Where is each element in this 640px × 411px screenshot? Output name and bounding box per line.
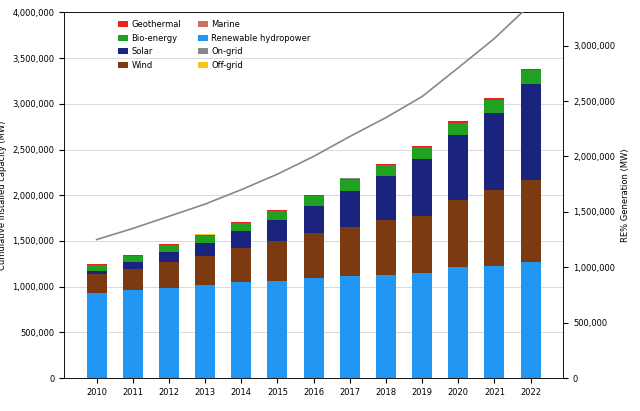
- Bar: [303, 278, 324, 378]
- Bar: [195, 243, 215, 256]
- Bar: [484, 100, 504, 113]
- Bar: [268, 210, 287, 211]
- Bar: [123, 268, 143, 290]
- Bar: [376, 176, 396, 220]
- Bar: [376, 275, 396, 378]
- Bar: [448, 121, 468, 123]
- Bar: [484, 98, 504, 100]
- Bar: [159, 262, 179, 288]
- Bar: [484, 190, 504, 266]
- Y-axis label: Cumulative installed capacity (MW): Cumulative installed capacity (MW): [0, 120, 6, 270]
- Bar: [159, 252, 179, 262]
- Bar: [303, 195, 324, 196]
- Bar: [520, 180, 541, 263]
- Bar: [231, 223, 252, 231]
- Bar: [231, 231, 252, 248]
- Bar: [412, 147, 432, 159]
- Bar: [231, 282, 252, 378]
- Bar: [231, 248, 252, 282]
- Bar: [123, 262, 143, 268]
- Bar: [412, 216, 432, 273]
- Bar: [448, 135, 468, 200]
- Bar: [268, 241, 287, 281]
- Bar: [303, 206, 324, 233]
- Bar: [340, 191, 360, 227]
- Bar: [159, 288, 179, 378]
- Bar: [412, 146, 432, 147]
- Bar: [412, 159, 432, 216]
- Bar: [123, 290, 143, 378]
- Bar: [448, 268, 468, 378]
- Bar: [303, 196, 324, 206]
- Bar: [520, 71, 541, 84]
- Bar: [448, 123, 468, 135]
- Bar: [448, 200, 468, 268]
- Bar: [123, 256, 143, 262]
- Legend: Geothermal, Bio-energy, Solar, Wind, Marine, Renewable hydropower, On-grid, Off-: Geothermal, Bio-energy, Solar, Wind, Mar…: [118, 20, 310, 70]
- Bar: [195, 256, 215, 285]
- Bar: [86, 265, 107, 271]
- Bar: [86, 275, 107, 293]
- Bar: [268, 281, 287, 378]
- Bar: [303, 233, 324, 278]
- Bar: [520, 84, 541, 180]
- Bar: [123, 255, 143, 256]
- Bar: [376, 220, 396, 275]
- Bar: [484, 266, 504, 378]
- Bar: [520, 69, 541, 71]
- Bar: [268, 211, 287, 220]
- Bar: [195, 235, 215, 236]
- Bar: [195, 236, 215, 243]
- Bar: [340, 179, 360, 180]
- Bar: [86, 271, 107, 275]
- Bar: [412, 273, 432, 378]
- Y-axis label: RE% Generation (MW): RE% Generation (MW): [621, 148, 630, 242]
- Bar: [340, 227, 360, 276]
- Bar: [159, 245, 179, 252]
- Bar: [376, 164, 396, 165]
- Bar: [340, 180, 360, 191]
- Bar: [268, 220, 287, 241]
- Bar: [376, 165, 396, 176]
- Bar: [86, 293, 107, 378]
- Bar: [195, 285, 215, 378]
- Bar: [520, 263, 541, 378]
- Bar: [86, 264, 107, 265]
- Bar: [484, 113, 504, 190]
- Bar: [231, 222, 252, 223]
- Bar: [340, 276, 360, 378]
